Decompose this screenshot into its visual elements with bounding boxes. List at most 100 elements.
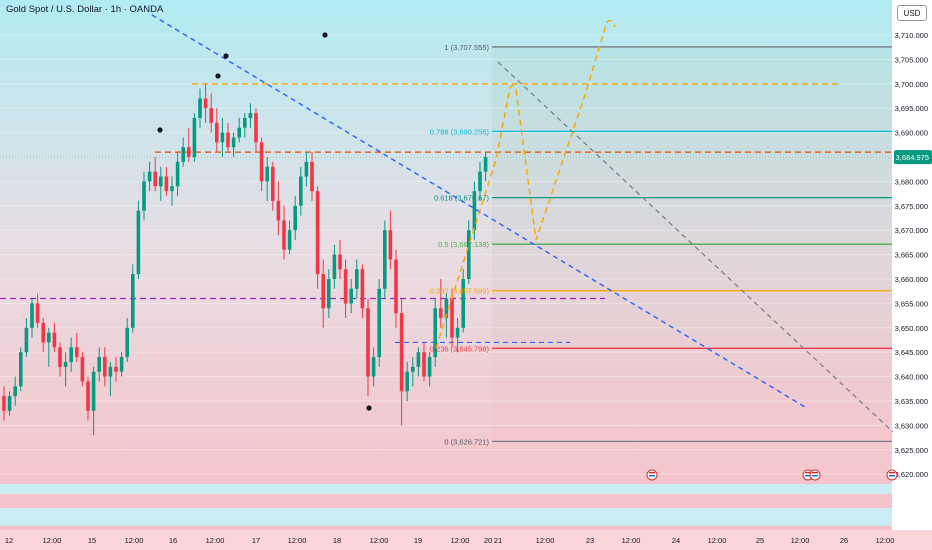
candle-body-78 <box>439 308 443 319</box>
current-price-badge <box>894 150 932 165</box>
candle-85 <box>478 161 482 201</box>
time-tick-9: 12:00 <box>370 536 389 545</box>
price-tick-6: 3,680.000 <box>895 177 928 186</box>
candles <box>2 83 488 436</box>
candle-body-3 <box>19 352 23 387</box>
candle-48 <box>271 161 275 211</box>
time-axis: 12 12:00 15 12:00 16 12:00 17 12:00 18 12:00 19 12:… <box>5 536 895 545</box>
chart-title: Gold Spot / U.S. Dollar · 1h · OANDA <box>6 4 164 15</box>
candle-8 <box>47 327 51 367</box>
time-tick-3: 12:00 <box>125 536 144 545</box>
price-tick-9: 3,665.000 <box>895 251 928 260</box>
candle-body-20 <box>114 366 118 372</box>
marker-icon <box>322 32 328 38</box>
us-flag-stripe <box>649 472 655 474</box>
candle-34 <box>192 113 197 162</box>
candle-62 <box>349 279 353 314</box>
candle-body-42 <box>237 127 241 138</box>
price-tick-1: 3,705.000 <box>895 55 928 64</box>
candle-body-18 <box>103 357 107 377</box>
time-tick-1: 12:00 <box>43 536 62 545</box>
candle-body-73 <box>411 366 415 372</box>
candle-11 <box>63 352 68 387</box>
candle-42 <box>237 117 241 143</box>
candle-body-15 <box>86 381 90 411</box>
candle-31 <box>175 152 180 197</box>
candle-body-75 <box>422 352 426 377</box>
candle-body-45 <box>254 113 258 143</box>
time-tick-6: 17 <box>252 536 260 545</box>
candle-30 <box>170 176 174 206</box>
candle-body-27 <box>153 171 157 187</box>
candle-body-86 <box>483 157 488 172</box>
candle-body-50 <box>282 220 286 250</box>
candle-18 <box>103 347 107 387</box>
candle-47 <box>265 157 269 201</box>
bottom-band-upper <box>0 484 892 494</box>
candle-body-37 <box>209 108 213 123</box>
time-tick-7: 12:00 <box>288 536 307 545</box>
candle-13 <box>75 332 79 362</box>
candle-60 <box>338 239 342 279</box>
price-tick-11: 3,655.000 <box>895 299 928 308</box>
candle-body-74 <box>416 352 421 367</box>
candle-44 <box>248 103 253 128</box>
candle-body-40 <box>226 132 230 148</box>
candle-10 <box>58 342 62 377</box>
candle-40 <box>226 122 230 153</box>
candle-body-22 <box>125 327 129 358</box>
candle-body-11 <box>63 361 68 367</box>
time-tick-18: 12:00 <box>708 536 727 545</box>
candle-4 <box>24 318 29 358</box>
candle-54 <box>304 152 309 187</box>
candle-74 <box>416 347 421 377</box>
candle-body-14 <box>80 357 85 382</box>
candle-body-7 <box>41 322 45 343</box>
fib-label-0: 0 (3,626.721) <box>444 437 489 446</box>
candle-body-9 <box>52 332 57 348</box>
candle-15 <box>86 376 90 421</box>
candle-66 <box>371 347 376 387</box>
candle-58 <box>327 269 331 319</box>
us-flag-icon <box>809 469 821 481</box>
candle-78 <box>439 279 443 328</box>
candle-56 <box>315 186 320 289</box>
candle-39 <box>220 117 225 157</box>
candle-body-36 <box>203 98 208 109</box>
candle-body-5 <box>30 303 34 328</box>
candle-12 <box>69 337 73 372</box>
candle-36 <box>203 83 208 123</box>
downtrend-line <box>151 14 806 408</box>
candle-63 <box>355 259 359 299</box>
us-flag-icon <box>646 469 658 481</box>
candle-body-17 <box>97 357 101 372</box>
fib-label-1: 1 (3,707.555) <box>444 43 489 52</box>
candle-body-24 <box>136 210 141 275</box>
us-flag-stripe <box>889 475 895 477</box>
candle-7 <box>41 318 45 353</box>
time-tick-19: 25 <box>756 536 764 545</box>
candle-5 <box>30 298 34 338</box>
candle-46 <box>259 137 264 192</box>
candle-72 <box>405 361 409 401</box>
candle-body-84 <box>472 191 477 231</box>
candle-body-0 <box>2 396 6 411</box>
candle-body-85 <box>478 171 482 192</box>
price-axis-background <box>892 0 932 550</box>
us-flag-stripe <box>805 472 811 474</box>
candle-77 <box>433 298 437 367</box>
candle-21 <box>119 352 124 377</box>
price-tick-13: 3,645.000 <box>895 348 928 357</box>
us-flag-stripe <box>889 472 895 474</box>
time-tick-22: 12:00 <box>876 536 895 545</box>
currency-button[interactable]: USD <box>897 5 927 21</box>
price-tick-0: 3,710.000 <box>895 31 928 40</box>
candle-body-21 <box>119 357 124 372</box>
candle-32 <box>181 137 185 167</box>
candle-29 <box>164 166 169 197</box>
candle-51 <box>287 220 292 255</box>
candle-body-80 <box>450 298 454 338</box>
candle-body-10 <box>58 347 62 367</box>
